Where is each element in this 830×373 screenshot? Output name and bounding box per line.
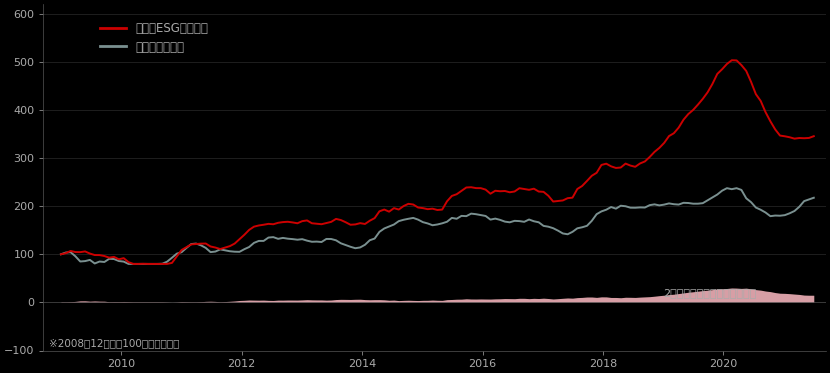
- Text: 2指数のリターンの差（累積）: 2指数のリターンの差（累積）: [663, 288, 756, 298]
- Text: ※2008年12月末を100として指数化: ※2008年12月末を100として指数化: [49, 338, 179, 348]
- Legend: 新興国ESG株式指数, 新興国株式指数: 新興国ESG株式指数, 新興国株式指数: [95, 17, 213, 58]
